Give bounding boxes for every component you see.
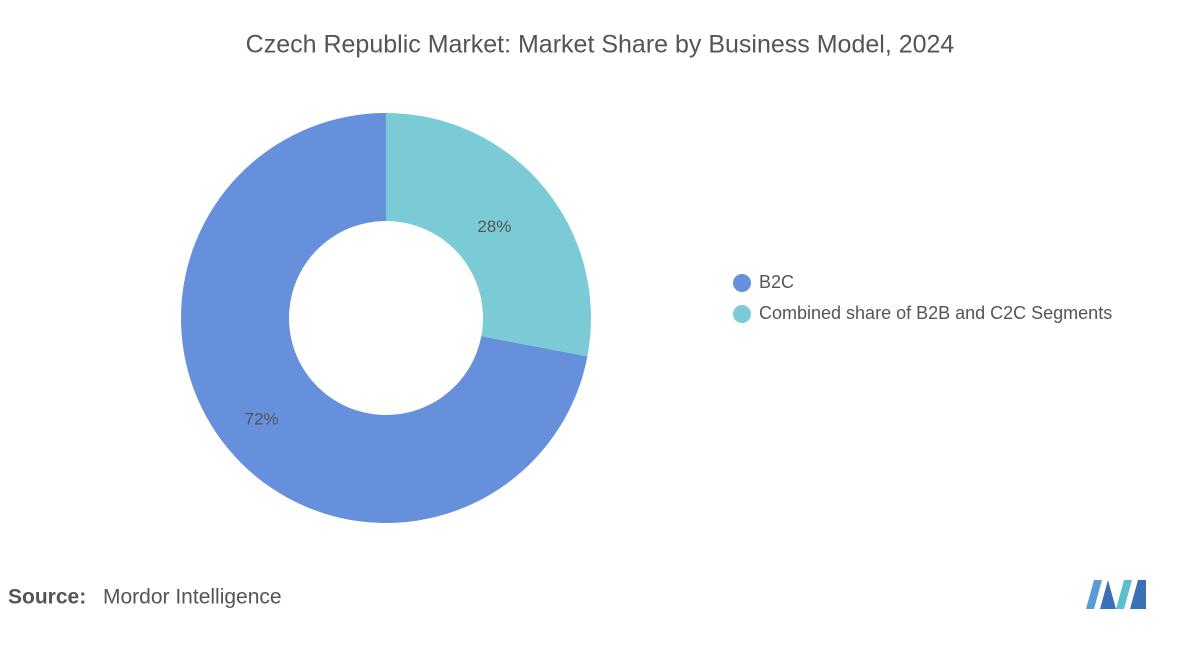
source: Mordor Intelligence <box>103 586 282 609</box>
chart-title: Czech Republic Market: Market Share by B… <box>246 31 955 59</box>
legend-marker <box>733 305 751 323</box>
value-label: 28% <box>477 217 511 236</box>
legend-label: B2C <box>759 272 794 292</box>
legend-marker <box>733 274 751 292</box>
donut-slice <box>180 113 588 523</box>
legend-label: Combined share of B2B and C2C Segments <box>759 303 1112 323</box>
donut-slice <box>386 113 591 357</box>
value-label: 72% <box>245 410 279 429</box>
source-label: Source: <box>8 586 86 609</box>
logo <box>1086 580 1146 609</box>
